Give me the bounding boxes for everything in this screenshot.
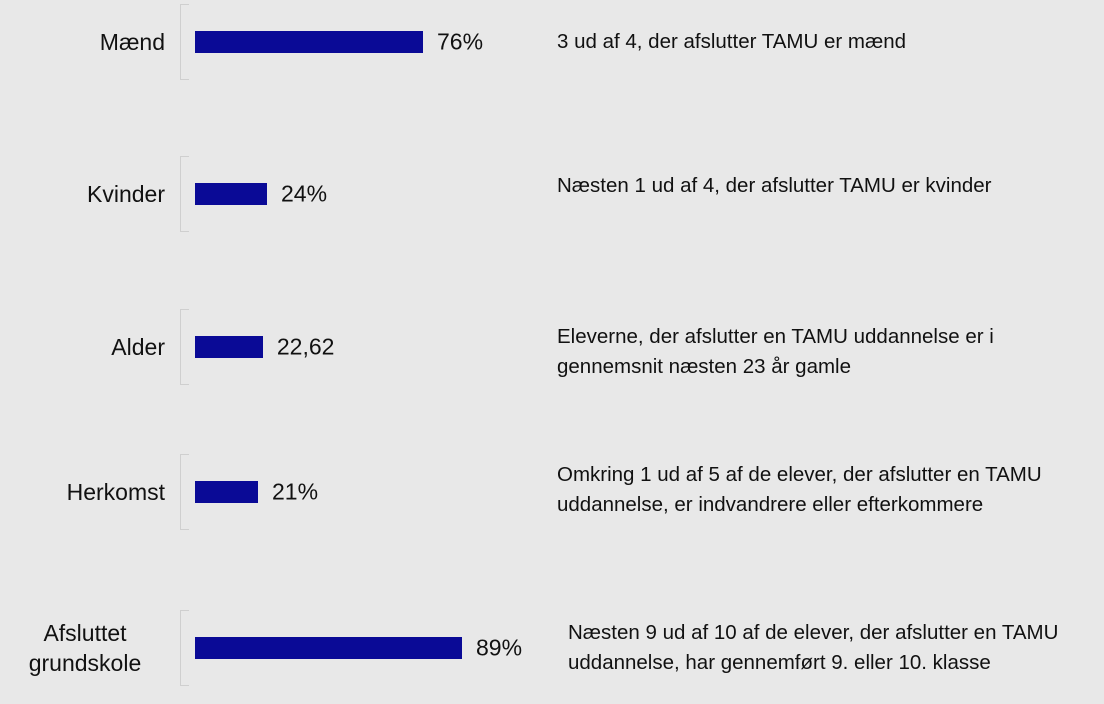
bar [195, 481, 258, 503]
category-label: Mænd [99, 29, 165, 55]
bar [195, 31, 423, 53]
category-label: Herkomst [66, 479, 165, 505]
value-label: 22,62 [276, 333, 335, 360]
description: Næsten 9 ud af 10 af de elever, der afsl… [568, 621, 1059, 674]
bar [195, 183, 267, 205]
axis-bracket [180, 4, 191, 80]
description: Omkring 1 ud af 5 af de elever, der afsl… [557, 463, 1042, 516]
description: 3 ud af 4, der afslutter TAMU er mænd [557, 30, 907, 53]
category-label: Afsluttet grundskole [28, 620, 142, 676]
description: Eleverne, der afslutter en TAMU uddannel… [557, 325, 994, 378]
bar [195, 336, 263, 358]
axis-bracket [180, 156, 191, 232]
axis-bracket [180, 610, 191, 686]
category-label: Kvinder [87, 181, 165, 207]
category-label: Alder [111, 334, 165, 360]
description: Næsten 1 ud af 4, der afslutter TAMU er … [557, 174, 992, 197]
value-label: 21% [272, 478, 319, 505]
value-label: 89% [476, 634, 523, 661]
value-label: 24% [281, 180, 328, 207]
bar [195, 637, 462, 659]
axis-bracket [180, 454, 191, 530]
axis-bracket [180, 309, 191, 385]
value-label: 76% [437, 28, 484, 55]
